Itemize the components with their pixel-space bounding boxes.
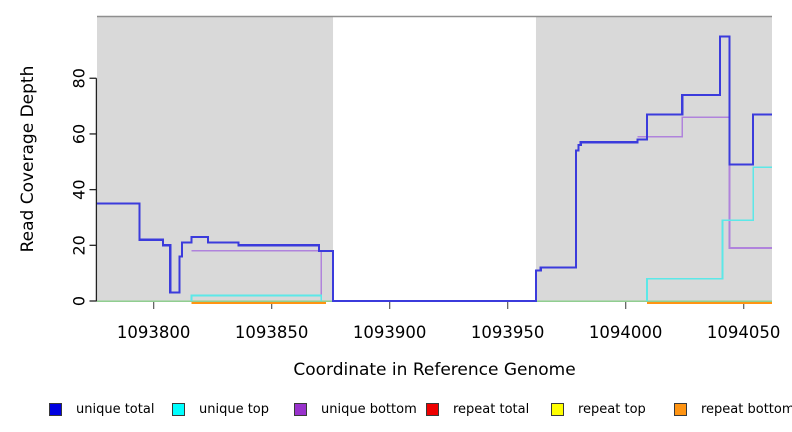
x-tick-label: 1093900	[353, 323, 427, 342]
legend: unique total unique top unique bottom repea…	[0, 403, 792, 423]
legend-item-repeat-top: repeat top	[551, 403, 646, 416]
x-tick-label: 1094000	[589, 323, 663, 342]
y-tick-label: 60	[70, 124, 89, 144]
legend-swatch	[551, 403, 564, 416]
legend-swatch	[426, 403, 439, 416]
x-tick-label: 1093800	[117, 323, 191, 342]
legend-swatch	[49, 403, 62, 416]
legend-swatch	[172, 403, 185, 416]
legend-item-unique-top: unique top	[172, 403, 269, 416]
legend-label: unique top	[199, 402, 270, 417]
x-tick-label: 1093850	[235, 323, 309, 342]
y-tick-label: 40	[70, 179, 89, 199]
legend-swatch	[294, 403, 307, 416]
series-unique-total	[97, 35, 772, 303]
masked-region-band	[97, 17, 334, 302]
legend-item-unique-bottom: unique bottom	[294, 403, 417, 416]
legend-label: repeat top	[578, 402, 646, 417]
legend-item-repeat-total: repeat total	[426, 403, 529, 416]
legend-label: unique bottom	[321, 402, 417, 417]
series-unique-bottom	[637, 116, 772, 249]
x-tick-label: 1094050	[707, 323, 781, 342]
legend-label: repeat bottom	[701, 402, 792, 417]
x-tick-label: 1093950	[471, 323, 545, 342]
legend-item-repeat-bottom: repeat bottom	[674, 403, 792, 416]
y-tick-label: 0	[70, 296, 89, 306]
series-unique-top	[190, 294, 323, 301]
masked-region-band	[535, 17, 772, 302]
x-axis-title: Coordinate in Reference Genome	[293, 360, 576, 380]
legend-swatch	[674, 403, 687, 416]
y-tick-label: 20	[70, 235, 89, 255]
y-axis-title: Read Coverage Depth	[18, 65, 38, 253]
series-unique-top	[646, 166, 772, 301]
y-tick-label: 80	[70, 68, 89, 88]
legend-label: unique total	[76, 402, 155, 417]
legend-item-unique-total: unique total	[49, 403, 154, 416]
legend-label: repeat total	[453, 402, 530, 417]
